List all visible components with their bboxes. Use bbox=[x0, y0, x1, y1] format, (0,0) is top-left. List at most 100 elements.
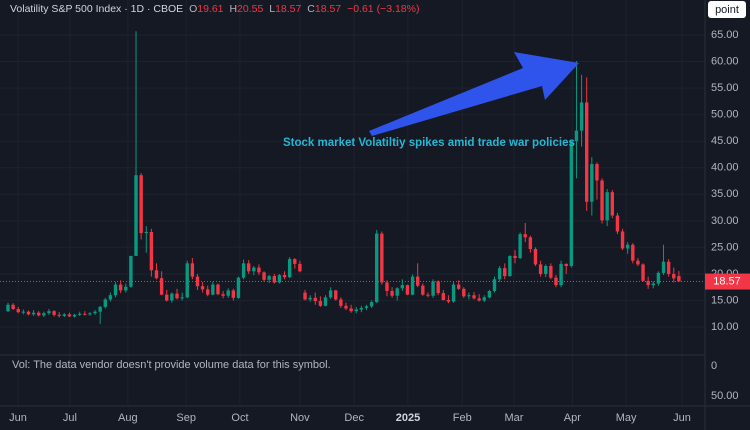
candle-body bbox=[564, 263, 568, 266]
candle-body bbox=[359, 307, 364, 310]
candle-body bbox=[129, 255, 133, 287]
x-tick-label: Oct bbox=[231, 412, 248, 424]
candle-body bbox=[646, 280, 650, 286]
candle-body bbox=[26, 311, 31, 315]
candle-body bbox=[226, 290, 230, 296]
candle-body bbox=[293, 259, 297, 264]
candle-body bbox=[72, 314, 77, 317]
candle-body bbox=[431, 281, 435, 296]
close-label: C bbox=[307, 3, 315, 15]
candle-body bbox=[313, 297, 317, 302]
candle-body bbox=[144, 232, 148, 234]
candle-body bbox=[441, 293, 446, 300]
candle-body bbox=[323, 297, 328, 306]
candle-body bbox=[446, 299, 451, 302]
candle-body bbox=[559, 263, 563, 286]
y-tick-label: 40.00 bbox=[711, 162, 739, 174]
y-tick-label: 35.00 bbox=[711, 188, 739, 200]
candle-body bbox=[134, 175, 138, 256]
high-label: H bbox=[229, 3, 237, 15]
candle-body bbox=[328, 290, 333, 298]
candle-body bbox=[180, 297, 184, 299]
button-bg[interactable] bbox=[708, 1, 746, 18]
candle-body bbox=[584, 102, 589, 202]
candle-body bbox=[11, 304, 15, 310]
candle-body bbox=[272, 276, 276, 283]
candle-body bbox=[318, 301, 323, 306]
y-tick-label: 15.00 bbox=[711, 294, 739, 306]
open-label: O bbox=[189, 3, 197, 15]
volume-tick-label: 50.00 bbox=[711, 390, 739, 402]
candle-body bbox=[108, 295, 113, 300]
candle-body bbox=[57, 314, 61, 316]
candle-body bbox=[154, 270, 159, 279]
candle-body bbox=[149, 232, 154, 271]
x-tick-label: Nov bbox=[290, 412, 310, 424]
annotation: Stock market Volatiltiy spikes amid trad… bbox=[283, 137, 575, 149]
candle-body bbox=[579, 102, 584, 131]
candle-body bbox=[170, 293, 174, 301]
x-tick-label: Dec bbox=[344, 412, 364, 424]
candle-body bbox=[354, 309, 358, 312]
volume-tick-label: 0 bbox=[711, 360, 717, 372]
x-tick-label: Mar bbox=[504, 412, 523, 424]
candle-body bbox=[334, 290, 338, 300]
annotation-arrow bbox=[369, 52, 579, 136]
candle-body bbox=[503, 268, 507, 277]
symbol: Volatility S&P 500 Index · 1D · CBOE bbox=[10, 3, 183, 15]
candle-body bbox=[62, 314, 67, 316]
candle-body bbox=[672, 273, 676, 279]
candle-body bbox=[98, 306, 102, 312]
button-label[interactable]: point bbox=[715, 4, 739, 16]
x-tick-label: Sep bbox=[176, 412, 196, 424]
candle-body bbox=[405, 285, 410, 295]
legend: Volatility S&P 500 Index · 1D · CBOE O19… bbox=[10, 3, 419, 15]
candle-body bbox=[47, 311, 51, 314]
candle-body bbox=[21, 311, 26, 313]
close-value: 18.57 bbox=[315, 3, 341, 15]
candle-body bbox=[436, 281, 440, 294]
y-tick-label: 30.00 bbox=[711, 215, 739, 227]
candle-body bbox=[620, 231, 625, 249]
candle-body bbox=[533, 249, 538, 265]
candle-body bbox=[595, 164, 599, 181]
candle-body bbox=[252, 267, 256, 272]
candle-body bbox=[257, 267, 261, 273]
candle-body bbox=[211, 284, 215, 295]
candle-body bbox=[482, 297, 486, 301]
x-tick-label: Jun bbox=[673, 412, 691, 424]
x-tick-label: Aug bbox=[118, 412, 138, 424]
candle-body bbox=[159, 278, 164, 295]
candle-body bbox=[625, 244, 630, 249]
candle-body bbox=[574, 130, 579, 142]
candle-body bbox=[308, 297, 312, 300]
candle-body bbox=[518, 234, 522, 259]
candle-body bbox=[190, 263, 195, 277]
candle-body bbox=[246, 263, 251, 272]
point-button[interactable]: point bbox=[708, 1, 746, 18]
candle-body bbox=[236, 277, 241, 298]
candle-body bbox=[93, 311, 97, 314]
x-tick-label: Jul bbox=[63, 412, 77, 424]
candle-body bbox=[666, 261, 671, 274]
candle-body bbox=[221, 294, 225, 296]
y-tick-label: 55.00 bbox=[711, 82, 739, 94]
candle-body bbox=[467, 295, 471, 297]
candle-body bbox=[456, 284, 461, 289]
candle-body bbox=[298, 263, 302, 272]
candle-body bbox=[88, 313, 92, 315]
candle-body bbox=[528, 237, 533, 250]
candle-body bbox=[615, 215, 620, 232]
candle-body bbox=[610, 192, 615, 216]
high-value: 20.55 bbox=[237, 3, 263, 15]
y-tick-label: 50.00 bbox=[711, 109, 739, 121]
candle-body bbox=[605, 192, 609, 221]
candle-body bbox=[395, 288, 399, 296]
candle-body bbox=[52, 311, 56, 315]
candle-body bbox=[569, 141, 574, 266]
candle-body bbox=[651, 283, 655, 286]
candle-body bbox=[426, 294, 430, 296]
y-tick-label: 45.00 bbox=[711, 135, 739, 147]
